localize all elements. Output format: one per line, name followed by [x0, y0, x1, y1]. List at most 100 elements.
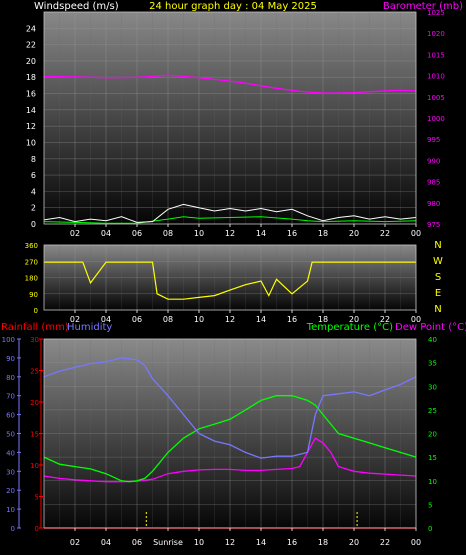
- humidity-tick-label: 80: [6, 374, 15, 382]
- p1-left-tick-label: 20: [26, 57, 36, 66]
- x-tick-label: 00: [411, 315, 421, 324]
- p2-tick-label: 90: [29, 291, 38, 299]
- x-tick-label: 16: [287, 315, 297, 324]
- rain-tick-label: 30: [30, 336, 39, 344]
- page-title: 24 hour graph day : 04 May 2025: [149, 1, 317, 12]
- x-tick-label: 10: [194, 229, 204, 238]
- p2-tick-label: 0: [34, 307, 38, 315]
- rain-tick-label: 0: [35, 525, 39, 533]
- compass-label: N: [434, 304, 441, 315]
- x-tick-label: 22: [380, 538, 390, 547]
- temp-tick-label: 20: [428, 431, 437, 439]
- p1-right-tick-label: 995: [427, 136, 440, 144]
- humidity-tick-label: 30: [6, 468, 15, 476]
- p1-left-tick-label: 10: [26, 138, 36, 147]
- x-tick-label: 02: [70, 229, 80, 238]
- temp-tick-label: 15: [428, 454, 437, 462]
- p1-left-tick-label: 24: [26, 24, 36, 33]
- p1-left-tick-label: 8: [31, 155, 36, 164]
- rainfall-axis-label: Rainfall (mm): [1, 322, 69, 333]
- rain-tick-label: 25: [30, 368, 39, 376]
- humidity-tick-label: 70: [6, 393, 15, 401]
- dewpoint-axis-label: Dew Point (°C): [395, 322, 466, 333]
- p1-left-tick-label: 0: [31, 220, 36, 229]
- humidity-tick-label: 50: [6, 431, 15, 439]
- compass-label: W: [433, 256, 443, 267]
- x-tick-label: 06: [132, 538, 142, 547]
- rain-tick-label: 20: [30, 399, 39, 407]
- compass-label: E: [435, 288, 441, 299]
- x-tick-label: 12: [225, 538, 235, 547]
- x-tick-label: 20: [349, 538, 359, 547]
- p1-right-tick-label: 1015: [427, 51, 445, 59]
- humidity-tick-label: 0: [11, 525, 15, 533]
- rain-tick-label: 15: [30, 431, 39, 439]
- windspeed-line: [43, 203, 417, 223]
- p1-left-tick-label: 22: [26, 41, 36, 50]
- temperature-axis-label: Temperature (°C): [306, 322, 393, 333]
- p1-right-tick-label: 1005: [427, 94, 445, 102]
- compass-label: N: [434, 240, 441, 251]
- x-tick-label: 10: [194, 538, 204, 547]
- temperature-line: [43, 395, 417, 483]
- humidity-axis-label: Humidity: [67, 322, 112, 333]
- p1-right-tick-label: 1025: [427, 9, 445, 17]
- p2-tick-label: 360: [25, 242, 38, 250]
- humidity-tick-label: 60: [6, 412, 15, 420]
- x-tick-label: 22: [380, 229, 390, 238]
- p1-left-tick-label: 12: [26, 122, 36, 131]
- barometer-line: [43, 74, 417, 94]
- x-tick-label: 06: [132, 229, 142, 238]
- temp-tick-label: 0: [428, 525, 432, 533]
- x-tick-label: 20: [349, 315, 359, 324]
- humidity-tick-label: 90: [6, 355, 15, 363]
- p1-right-tick-label: 980: [427, 200, 440, 208]
- p1-left-tick-label: 4: [31, 187, 36, 196]
- x-tick-label: 12: [225, 315, 235, 324]
- wind-direction-line: [44, 261, 416, 300]
- p1-left-tick-label: 6: [31, 171, 36, 180]
- dewpoint-line: [43, 437, 417, 483]
- temp-tick-label: 40: [428, 336, 437, 344]
- x-tick-label: 22: [380, 315, 390, 324]
- x-tick-label: 18: [318, 538, 328, 547]
- humidity-tick-label: 40: [6, 449, 15, 457]
- p1-right-tick-label: 985: [427, 179, 440, 187]
- x-tick-label: 16: [287, 229, 297, 238]
- x-tick-label: 02: [70, 315, 80, 324]
- temp-tick-label: 10: [428, 478, 437, 486]
- p1-left-tick-label: 14: [26, 106, 36, 115]
- p1-left-tick-label: 18: [26, 73, 36, 82]
- p1-right-tick-label: 1020: [427, 30, 445, 38]
- humidity-tick-label: 20: [6, 487, 15, 495]
- rain-tick-label: 10: [30, 462, 39, 470]
- humidity-line: [43, 357, 417, 459]
- x-tick-label: 18: [318, 229, 328, 238]
- x-tick-label: 06: [132, 315, 142, 324]
- p1-right-tick-label: 990: [427, 157, 440, 165]
- p1-right-tick-label: 975: [427, 221, 440, 229]
- compass-label: S: [435, 272, 441, 283]
- humidity-tick-label: 10: [6, 506, 15, 514]
- x-tick-label: 20: [349, 229, 359, 238]
- x-tick-label: 04: [101, 538, 111, 547]
- p2-tick-label: 180: [25, 275, 38, 283]
- x-tick-label: 12: [225, 229, 235, 238]
- rain-tick-label: 5: [35, 494, 39, 502]
- axes: [17, 11, 417, 531]
- p1-left-tick-label: 16: [26, 90, 36, 99]
- temp-tick-label: 5: [428, 501, 432, 509]
- x-tick-label: 16: [287, 538, 297, 547]
- x-tick-label: 00: [411, 229, 421, 238]
- x-tick-label: 14: [256, 315, 266, 324]
- x-tick-label: 02: [70, 538, 80, 547]
- humidity-tick-label: 100: [2, 336, 15, 344]
- gust-line: [43, 216, 417, 224]
- temp-tick-label: 30: [428, 383, 437, 391]
- x-tick-label: Sunrise: [153, 538, 183, 547]
- x-tick-label: 08: [163, 229, 173, 238]
- temp-tick-label: 25: [428, 407, 437, 415]
- windspeed-axis-label: Windspeed (m/s): [34, 1, 119, 12]
